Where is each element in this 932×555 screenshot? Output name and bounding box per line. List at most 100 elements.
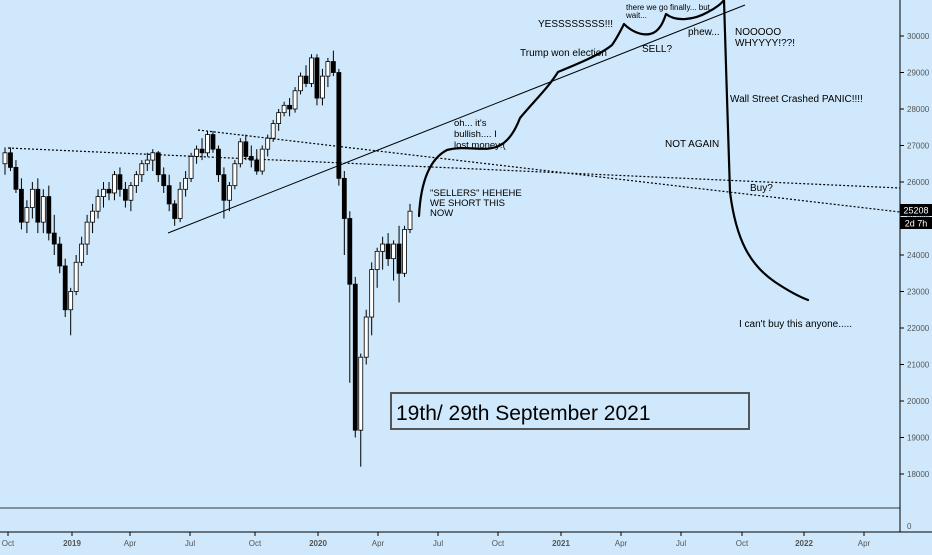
candle-body <box>216 148 221 176</box>
candle-body <box>352 283 358 431</box>
candle-body <box>358 356 364 431</box>
candle-body <box>347 218 353 285</box>
candle-body <box>19 188 24 223</box>
x-tick-label: Apr <box>615 539 628 548</box>
candle-body <box>232 163 238 187</box>
candle-body <box>51 232 57 245</box>
candle-body <box>144 159 150 165</box>
candle-body <box>243 141 249 157</box>
noooo-annotation: NOOOOO WHYYYY!??! <box>735 27 795 49</box>
crashed-annotation: Wall Street Crashed PANIC!!!! <box>730 94 863 105</box>
candle-body <box>205 134 210 154</box>
candle-body <box>139 163 145 176</box>
candle-body <box>407 210 413 230</box>
countdown-label: 2d 7h <box>905 219 928 229</box>
annotation-line: oh... it's <box>454 118 487 129</box>
candle-body <box>188 156 194 179</box>
candle-body <box>396 243 402 274</box>
y-tick-label: 22000 <box>907 324 930 333</box>
x-tick-label: Oct <box>736 539 749 548</box>
countdown-label-box <box>900 217 932 229</box>
candle-body <box>62 265 68 311</box>
candle-body <box>73 261 79 292</box>
candle-body <box>57 243 63 267</box>
candle-body <box>68 291 74 311</box>
annotation-line: there we go finally... but <box>626 3 711 12</box>
candle-body <box>330 61 336 73</box>
candle-body <box>90 210 95 223</box>
candle-body <box>320 75 325 99</box>
x-tick-label: Oct <box>249 539 262 548</box>
y-tick-label: 21000 <box>907 361 930 370</box>
candle-body <box>270 123 276 139</box>
last-price-label: 25208 <box>903 206 928 216</box>
candle-body <box>172 203 178 219</box>
cant-buy-annotation: I can't buy this anyone..... <box>739 319 852 330</box>
candle-body <box>40 196 46 223</box>
candle-body <box>79 243 85 263</box>
candle-body <box>101 188 106 198</box>
x-tick-label: Oct <box>2 539 15 548</box>
candle-body <box>84 221 90 245</box>
candle-body <box>341 177 347 219</box>
y-tick-label: 23000 <box>907 288 930 297</box>
candle-body <box>155 152 161 176</box>
candles-group <box>2 50 413 467</box>
y-tick-label: 27000 <box>907 142 930 151</box>
candle-body <box>265 137 271 150</box>
x-tick-label: Oct <box>492 539 505 548</box>
buy-annotation: Buy? <box>750 183 773 194</box>
annotation-line: "SELLERS" HEHEHE <box>430 188 522 199</box>
not-again-annotation: NOT AGAIN <box>665 139 719 150</box>
y-tick-label: 20000 <box>907 397 930 406</box>
resistance-dotted-line-lower <box>197 129 901 213</box>
candle-body <box>254 159 260 172</box>
candle-body <box>298 75 303 92</box>
candle-body <box>29 188 35 208</box>
candle-body <box>369 269 375 318</box>
candle-body <box>194 148 199 157</box>
y-tick-label: 28000 <box>907 105 930 114</box>
candle-body <box>46 196 52 234</box>
time-axis-ticks: Oct 2019 Apr Jul Oct 2020 Apr Jul Oct 2021 Apr Jul O… <box>2 532 871 548</box>
candle-body <box>221 174 227 201</box>
last-price-label-box <box>900 204 932 216</box>
candle-body <box>13 166 19 190</box>
y-tick-label: 30000 <box>907 32 930 41</box>
candle-body <box>210 134 216 150</box>
candle-body <box>123 188 128 201</box>
candle-body <box>183 177 189 190</box>
x-tick-label: 2020 <box>309 539 327 548</box>
candle-body <box>112 174 117 194</box>
x-tick-label: 2021 <box>552 539 570 548</box>
x-tick-label: Jul <box>676 539 686 548</box>
candle-body <box>336 72 342 179</box>
candle-body <box>128 185 134 201</box>
candle-body <box>237 141 243 165</box>
candle-body <box>259 148 265 172</box>
candle-body <box>281 104 287 114</box>
trump-annotation: Trump won election <box>520 48 607 59</box>
candle-body <box>391 243 396 260</box>
annotation-line: WE SHORT THIS <box>430 198 505 209</box>
x-tick-label: 2019 <box>63 539 81 548</box>
annotation-line: NOOOOO <box>735 27 781 38</box>
candle-body <box>35 188 41 223</box>
candle-body <box>325 61 331 77</box>
candle-body <box>199 148 205 154</box>
date-box <box>390 392 750 430</box>
x-tick-label: 2022 <box>795 539 813 548</box>
candle-body <box>309 57 314 84</box>
candle-body <box>177 188 183 219</box>
phew-annotation: phew... <box>688 27 720 38</box>
x-tick-label: Jul <box>185 539 195 548</box>
annotation-line: lost money:( <box>454 140 507 151</box>
candle-body <box>2 152 8 165</box>
y-tick-label: 29000 <box>907 69 930 78</box>
candle-body <box>314 57 320 99</box>
y-tick-label: 24000 <box>907 251 930 260</box>
candle-body <box>248 156 254 161</box>
